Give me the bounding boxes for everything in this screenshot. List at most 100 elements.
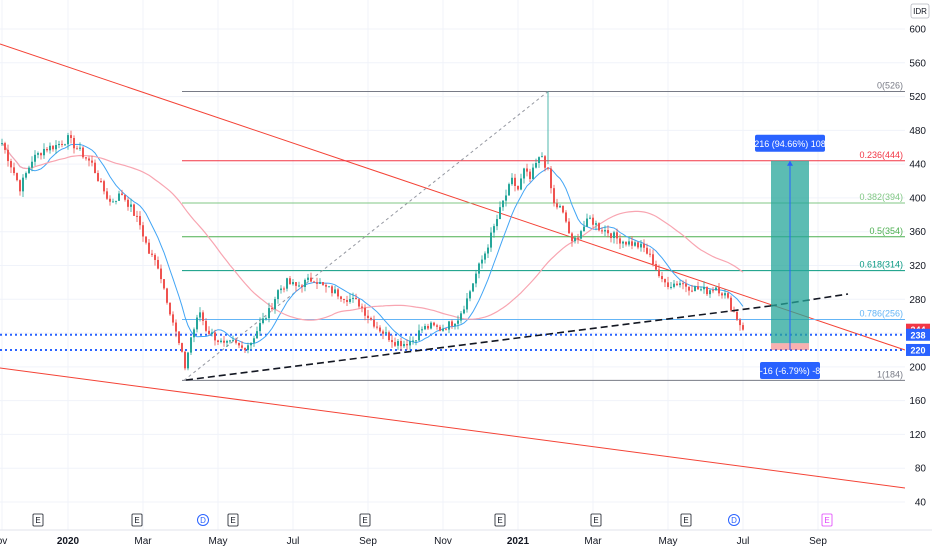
- event-label: E: [497, 516, 502, 525]
- candle-body: [367, 315, 369, 319]
- candle-body: [70, 135, 72, 139]
- candle-body: [457, 320, 459, 324]
- candle-body: [109, 198, 111, 202]
- candle-body: [637, 242, 639, 248]
- y-tick-label: 120: [909, 430, 926, 441]
- fib-label: 0.382(394): [859, 192, 903, 202]
- candle-body: [505, 195, 507, 201]
- candle-body: [514, 177, 516, 186]
- candle-body: [712, 290, 714, 292]
- price-axis-bg: [905, 0, 932, 530]
- candle-body: [535, 163, 537, 168]
- candle-body: [88, 158, 90, 161]
- moving-averages: [1, 142, 744, 345]
- event-label: E: [134, 516, 139, 525]
- candle-body: [652, 254, 654, 264]
- candle-body: [316, 282, 318, 284]
- candle-body: [268, 308, 270, 319]
- y-tick-label: 600: [909, 25, 926, 36]
- candle-body: [1, 143, 3, 145]
- candle-body: [19, 180, 21, 192]
- candle-body: [736, 311, 738, 320]
- candle-body: [187, 352, 189, 369]
- candle-body: [586, 218, 588, 227]
- candle-body: [196, 317, 198, 330]
- x-tick-label: Sep: [359, 536, 377, 547]
- candle-body: [286, 278, 288, 289]
- candle-body: [454, 323, 456, 326]
- candle-body: [79, 147, 81, 149]
- candle-body: [616, 232, 618, 239]
- candle-body: [430, 322, 432, 329]
- earnings-marker-icon: [359, 513, 371, 527]
- candle-body: [259, 323, 261, 332]
- candle-body: [595, 223, 597, 225]
- candle-body: [493, 226, 495, 233]
- candle-body: [358, 299, 360, 307]
- time-axis[interactable]: ov 2020 Mar May Jul Sep Nov 2021 Mar May Jul Sep: [0, 529, 932, 547]
- candle-body: [223, 340, 225, 343]
- candle-body: [703, 286, 705, 290]
- candle-body: [262, 318, 264, 324]
- fib-label: 0.5(354): [869, 226, 903, 236]
- candle-body: [130, 204, 132, 207]
- candle-body: [100, 181, 102, 183]
- event-label: E: [362, 516, 367, 525]
- y-tick-label: 40: [915, 498, 927, 509]
- stop-label-box: [760, 361, 820, 379]
- fib-trend-line: [183, 91, 549, 381]
- candle-body: [619, 238, 621, 244]
- candle-body: [517, 185, 519, 190]
- candle-body: [253, 338, 255, 343]
- candle-body: [565, 212, 567, 222]
- candle-body: [184, 351, 186, 369]
- candle-body: [715, 287, 717, 291]
- long-position-tool[interactable]: 216 (94.66%) 108 -16 (-6.79%) -8: [754, 134, 826, 379]
- candle-body: [559, 205, 561, 208]
- candle-body: [178, 331, 180, 344]
- candle-body: [352, 297, 354, 299]
- candle-body: [220, 340, 222, 343]
- candle-body: [136, 215, 138, 217]
- candle-body: [106, 191, 108, 199]
- candle-body: [238, 342, 240, 346]
- candle-body: [643, 243, 645, 248]
- candle-body: [256, 331, 258, 339]
- candle-body: [214, 332, 216, 341]
- x-tick-label: ov: [0, 536, 7, 547]
- candle-body: [160, 268, 162, 280]
- candle-body: [475, 273, 477, 284]
- price-tags: 244238220: [906, 323, 930, 356]
- candle-body: [85, 157, 87, 159]
- currency-label: IDR: [913, 7, 927, 16]
- earnings-marker-icon: [590, 513, 602, 527]
- candle-body: [112, 201, 114, 203]
- candle-body: [610, 233, 612, 239]
- candle-body: [685, 283, 687, 287]
- candle-body: [631, 241, 633, 246]
- event-label: E: [593, 516, 598, 525]
- candle-body: [553, 188, 555, 204]
- candle-body: [574, 237, 576, 242]
- y-tick-label: 360: [909, 227, 926, 238]
- y-tick-label: 440: [909, 160, 926, 171]
- candle-body: [571, 233, 573, 242]
- candle-body: [118, 193, 120, 201]
- candle-body: [583, 226, 585, 232]
- candle-body: [208, 330, 210, 334]
- candle-body: [640, 243, 642, 248]
- candle-body: [355, 297, 357, 300]
- candle-body: [139, 216, 141, 226]
- candle-body: [580, 231, 582, 239]
- target-label: 216 (94.66%) 108: [754, 139, 826, 149]
- candle-body: [673, 283, 675, 287]
- fib-label: 0.786(256): [859, 309, 903, 319]
- currency-badge[interactable]: IDR: [910, 3, 930, 19]
- candle-body: [487, 247, 489, 254]
- candle-body: [394, 342, 396, 346]
- y-tick-label: 520: [909, 92, 926, 103]
- candle-body: [406, 344, 408, 346]
- event-label: D: [200, 516, 206, 525]
- price-axis[interactable]: 4080120160200240280320360400440480520560…: [905, 0, 932, 530]
